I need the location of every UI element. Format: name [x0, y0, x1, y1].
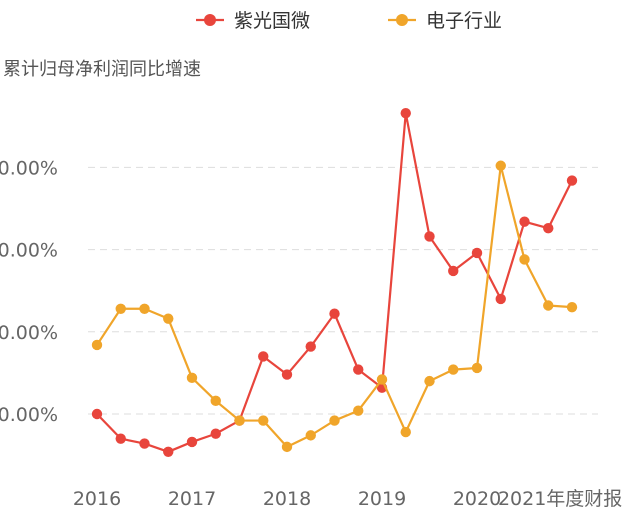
data-point[interactable]: [91, 339, 103, 351]
data-point[interactable]: [519, 216, 530, 227]
data-point[interactable]: [281, 369, 293, 380]
series-line: [96, 164, 573, 448]
x-tick-label: 2018: [263, 488, 311, 510]
data-point[interactable]: [115, 433, 126, 444]
data-point[interactable]: [400, 107, 411, 119]
gridlines: [88, 166, 598, 415]
x-tick-label: 2019: [358, 488, 406, 510]
data-point[interactable]: [448, 364, 459, 375]
data-point[interactable]: [495, 293, 506, 305]
data-point[interactable]: [305, 341, 316, 352]
y-tick-label: 150.00%: [0, 157, 58, 179]
y-tick-labels: 0.00% 50.00% 100.00% 150.00%: [0, 157, 58, 426]
data-point[interactable]: [471, 362, 483, 374]
data-point[interactable]: [258, 415, 269, 426]
data-point[interactable]: [210, 395, 221, 407]
y-axis-label: 累计归母净利润同比增速: [3, 59, 201, 80]
data-point[interactable]: [258, 351, 269, 362]
data-point[interactable]: [353, 405, 364, 416]
data-point[interactable]: [281, 441, 293, 453]
data-point[interactable]: [139, 438, 150, 449]
data-point[interactable]: [186, 372, 198, 384]
y-tick-label: 100.00%: [0, 240, 58, 262]
x-tick-label: 2016: [73, 488, 121, 510]
data-point[interactable]: [329, 415, 340, 426]
data-point[interactable]: [376, 374, 388, 385]
data-point[interactable]: [305, 430, 316, 441]
data-point[interactable]: [543, 300, 554, 311]
legend-item[interactable]: 电子行业: [388, 10, 502, 32]
data-point[interactable]: [424, 375, 435, 387]
data-point[interactable]: [519, 254, 530, 265]
y-tick-label: 0.00%: [0, 404, 58, 426]
data-point[interactable]: [471, 247, 483, 259]
series-2: [91, 160, 578, 453]
data-point[interactable]: [139, 303, 150, 314]
data-point[interactable]: [400, 426, 411, 438]
data-point[interactable]: [163, 446, 174, 458]
series-1: [91, 107, 578, 458]
legend-dot-marker: [204, 14, 216, 26]
data-point[interactable]: [329, 308, 340, 319]
legend-item[interactable]: 紫光国微: [196, 10, 310, 32]
data-point[interactable]: [163, 313, 174, 324]
x-tick-label: 2021年度财报: [498, 488, 622, 510]
series-group: [91, 107, 578, 458]
data-point[interactable]: [186, 436, 198, 448]
data-point[interactable]: [543, 223, 554, 234]
data-point[interactable]: [91, 408, 103, 420]
x-tick-label: 2020: [453, 488, 501, 510]
data-point[interactable]: [353, 364, 364, 375]
legend-label: 紫光国微: [234, 10, 310, 32]
legend-label: 电子行业: [426, 10, 502, 32]
y-tick-label: 50.00%: [0, 322, 58, 344]
data-point[interactable]: [424, 231, 435, 242]
data-point[interactable]: [566, 175, 578, 186]
data-point[interactable]: [210, 428, 221, 439]
legend-dot-marker: [396, 14, 408, 26]
data-point[interactable]: [448, 265, 459, 277]
legend: 紫光国微 电子行业: [196, 10, 502, 32]
data-point[interactable]: [115, 303, 126, 314]
x-tick-label: 2017: [168, 488, 216, 510]
data-point[interactable]: [495, 160, 506, 171]
data-point[interactable]: [566, 301, 578, 313]
data-point[interactable]: [234, 415, 245, 426]
